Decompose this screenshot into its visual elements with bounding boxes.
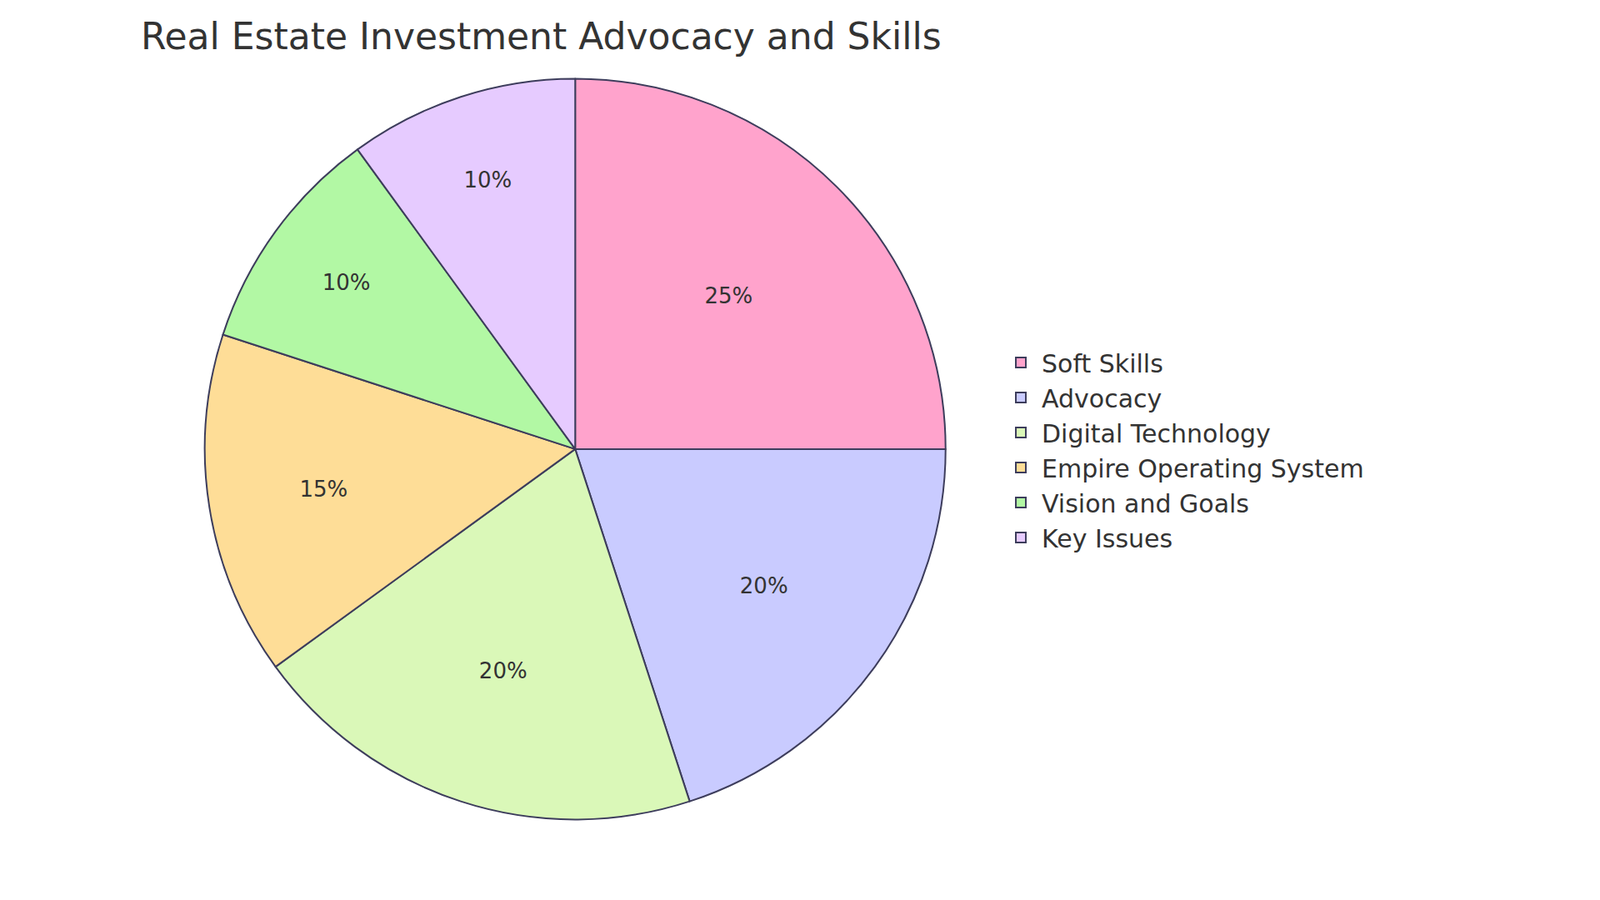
- svg-text:Real Estate Investment Advocac: Real Estate Investment Advocacy and Skil…: [140, 15, 942, 58]
- svg-text:10%: 10%: [322, 270, 371, 295]
- svg-text:Advocacy: Advocacy: [1041, 384, 1162, 414]
- svg-text:25%: 25%: [704, 283, 753, 309]
- svg-text:20%: 20%: [740, 573, 789, 599]
- svg-text:Key Issues: Key Issues: [1041, 524, 1173, 554]
- svg-text:15%: 15%: [299, 476, 348, 502]
- svg-text:20%: 20%: [479, 658, 528, 684]
- svg-text:10%: 10%: [463, 167, 512, 193]
- svg-text:Digital Technology: Digital Technology: [1041, 419, 1271, 449]
- svg-text:Empire Operating System: Empire Operating System: [1041, 454, 1365, 484]
- svg-text:Vision and Goals: Vision and Goals: [1041, 489, 1250, 519]
- svg-text:Soft Skills: Soft Skills: [1041, 349, 1164, 379]
